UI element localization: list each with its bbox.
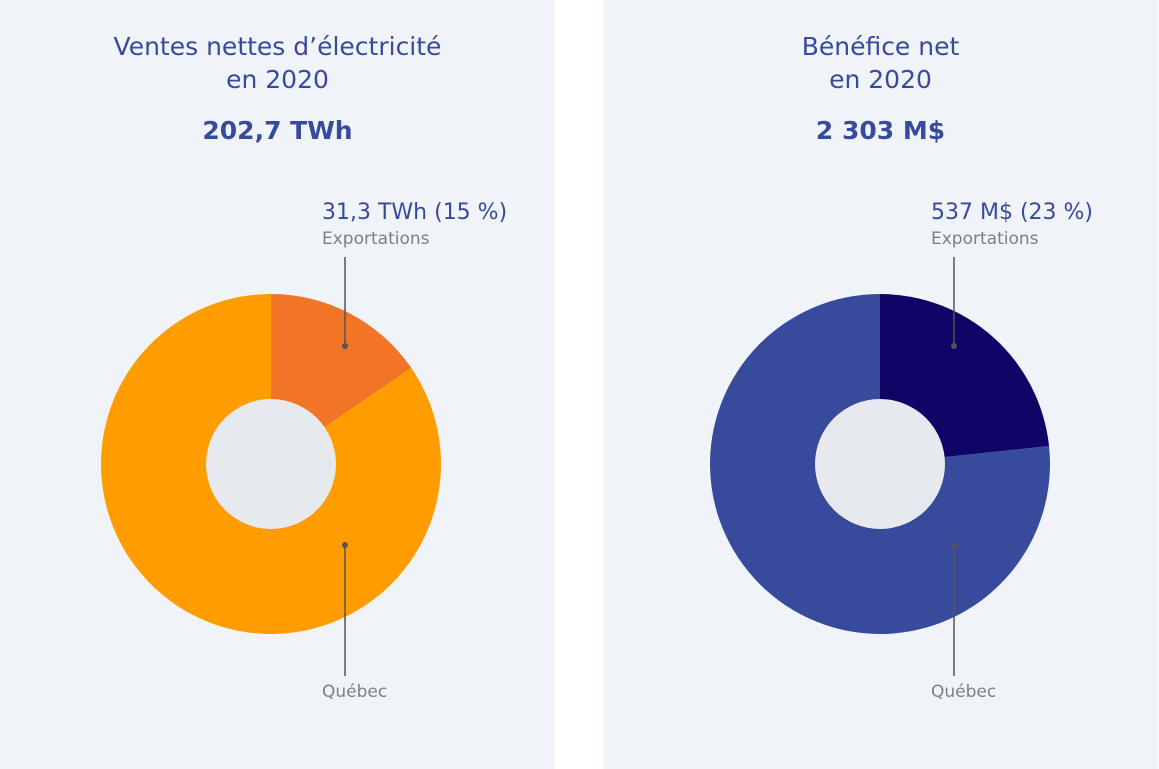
- leader-dot-exportations: [951, 343, 957, 349]
- donut-chart-electricity-sales: [101, 257, 442, 676]
- chart-panel-electricity-sales: Ventes nettes d’électricité en 2020 202,…: [0, 0, 555, 769]
- chart-total: 2 303 M$: [815, 116, 946, 145]
- slice-value-label-exportations: 537 M$ (23 %): [931, 200, 1094, 225]
- leader-dot-quebec: [342, 542, 348, 548]
- chart-title-line-1: Bénéfice net: [801, 32, 960, 61]
- leader-dot-quebec: [951, 542, 957, 548]
- slice-name-label-quebec: Québec: [322, 682, 388, 702]
- slice-name-label-quebec: Québec: [931, 682, 997, 702]
- slice-name-label-exportations: Exportations: [322, 229, 430, 249]
- chart-panel-net-income: Bénéfice net en 2020 2 303 M$ 537 M$ (23…: [603, 0, 1158, 769]
- chart-total: 202,7 TWh: [202, 116, 353, 145]
- donut-hole: [815, 399, 945, 529]
- chart-title: Ventes nettes d’électricité en 2020: [0, 30, 555, 96]
- donut-chart-net-income: [710, 257, 1050, 676]
- chart-title-line-2: en 2020: [226, 65, 329, 94]
- chart-title-line-1: Ventes nettes d’électricité: [113, 32, 442, 61]
- chart-title-line-2: en 2020: [829, 65, 932, 94]
- chart-title: Bénéfice net en 2020: [603, 30, 1158, 96]
- leader-dot-exportations: [342, 343, 348, 349]
- donut-hole: [206, 399, 336, 529]
- slice-name-label-exportations: Exportations: [931, 229, 1039, 249]
- slice-value-label-exportations: 31,3 TWh (15 %): [322, 200, 508, 225]
